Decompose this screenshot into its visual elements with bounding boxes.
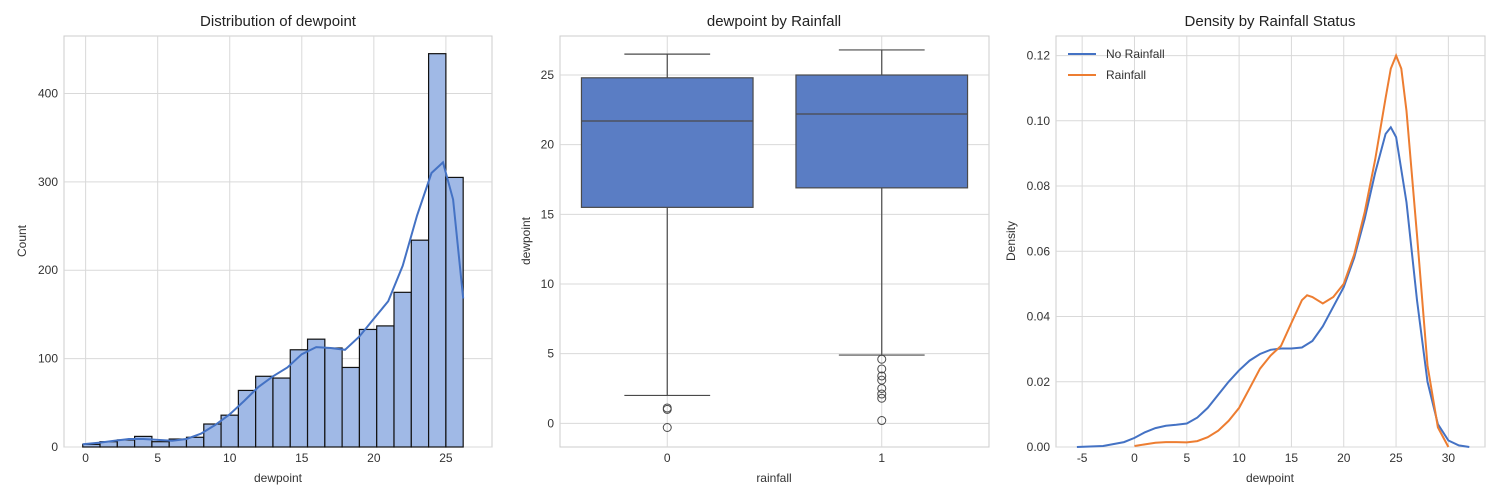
boxplot-y-label: dewpoint: [519, 216, 533, 265]
outlier-point: [877, 354, 887, 364]
histogram-bars: [82, 53, 464, 448]
histogram-bar: [134, 435, 153, 448]
histogram-bar: [410, 239, 430, 448]
histogram-kde-line: [82, 160, 465, 446]
x-tick-label: 5: [154, 451, 161, 465]
histogram-bar: [376, 325, 395, 448]
x-tick-label: 0: [1131, 451, 1138, 465]
density-x-label: dewpoint: [1246, 471, 1295, 485]
y-tick-label: 400: [38, 86, 58, 100]
boxplot-title: dewpoint by Rainfall: [707, 13, 841, 30]
box-iqr: [795, 74, 969, 189]
x-tick-label: -5: [1077, 451, 1088, 465]
histogram-bar: [358, 328, 378, 448]
y-tick-label: 10: [541, 277, 555, 291]
x-tick-label: 25: [439, 451, 453, 465]
y-tick-label: 0.12: [1027, 49, 1051, 63]
x-tick-label: 15: [295, 451, 309, 465]
histogram-bar: [272, 377, 291, 448]
density-line-rainfall: [1134, 52, 1450, 448]
density-lines: [1076, 52, 1470, 448]
x-tick-label: 25: [1389, 451, 1403, 465]
y-tick-label: 5: [547, 347, 554, 361]
histogram-panel: 0 5 10 15 20 25 0 100 200 300 400 Distribution of…: [15, 13, 493, 485]
density-x-ticks: -5 0 5 10 15 20 25 30: [1077, 451, 1456, 465]
density-title: Density by Rainfall Status: [1185, 13, 1356, 30]
y-tick-label: 0.08: [1027, 179, 1051, 193]
density-panel: -5 0 5 10 15 20 25 30 0.000.020.040.060.080.100…: [1004, 13, 1486, 485]
legend-label: No Rainfall: [1106, 47, 1165, 61]
outlier-point: [877, 389, 887, 399]
boxplot-y-ticks: 0 5 10 15 20 25: [541, 68, 555, 430]
boxplot-boxes: [580, 49, 969, 432]
histogram-x-label: dewpoint: [254, 471, 303, 485]
histogram-bar: [289, 349, 309, 448]
y-tick-label: 20: [541, 138, 555, 152]
histogram-y-label: Count: [15, 224, 29, 257]
histogram-bar: [306, 338, 326, 448]
x-tick-label: 30: [1442, 451, 1456, 465]
histogram-bar: [151, 441, 170, 448]
histogram-bar: [445, 176, 464, 448]
y-tick-label: 200: [38, 263, 58, 277]
outlier-point: [877, 364, 887, 374]
y-tick-label: 0: [51, 440, 58, 454]
y-tick-label: 0.06: [1027, 244, 1051, 258]
density-legend: No Rainfall Rainfall: [1068, 47, 1165, 82]
boxplot-x-label: rainfall: [756, 471, 791, 485]
y-tick-label: 0.02: [1027, 375, 1051, 389]
y-tick-label: 300: [38, 175, 58, 189]
x-tick-label: 20: [367, 451, 381, 465]
y-tick-label: 0.10: [1027, 114, 1051, 128]
y-tick-label: 0: [547, 416, 554, 430]
x-tick-label: 10: [223, 451, 237, 465]
density-plot-area: [1055, 35, 1486, 448]
histogram-bar: [324, 347, 343, 448]
histogram-y-ticks: 0 100 200 300 400: [38, 86, 58, 454]
outlier-point: [877, 393, 887, 403]
x-tick-label: 0: [82, 451, 89, 465]
y-tick-label: 0.00: [1027, 440, 1051, 454]
y-tick-label: 15: [541, 207, 555, 221]
x-tick-label: 0: [664, 451, 671, 465]
x-tick-label: 20: [1337, 451, 1351, 465]
outlier-point: [877, 383, 887, 393]
x-tick-label: 10: [1232, 451, 1246, 465]
legend-label: Rainfall: [1106, 68, 1146, 82]
y-tick-label: 0.04: [1027, 310, 1051, 324]
outlier-point: [662, 422, 672, 432]
histogram-title: Distribution of dewpoint: [200, 13, 357, 30]
y-tick-label: 25: [541, 68, 555, 82]
histogram-x-ticks: 0 5 10 15 20 25: [82, 451, 453, 465]
outlier-point: [877, 416, 887, 426]
box-iqr: [580, 77, 754, 208]
histogram-bar: [341, 366, 361, 448]
histogram-bar: [393, 291, 412, 448]
histogram-bar: [427, 53, 447, 448]
outlier-point: [662, 403, 672, 413]
density-y-label: Density: [1004, 221, 1018, 261]
y-tick-label: 100: [38, 352, 58, 366]
outlier-point: [877, 371, 887, 381]
x-tick-label: 5: [1183, 451, 1190, 465]
x-tick-label: 15: [1285, 451, 1299, 465]
density-line-no-rainfall: [1076, 125, 1470, 448]
x-tick-label: 1: [878, 451, 885, 465]
density-y-ticks: 0.00 0.02 0.04 0.06 0.08 0.10 0.12: [1027, 49, 1051, 454]
